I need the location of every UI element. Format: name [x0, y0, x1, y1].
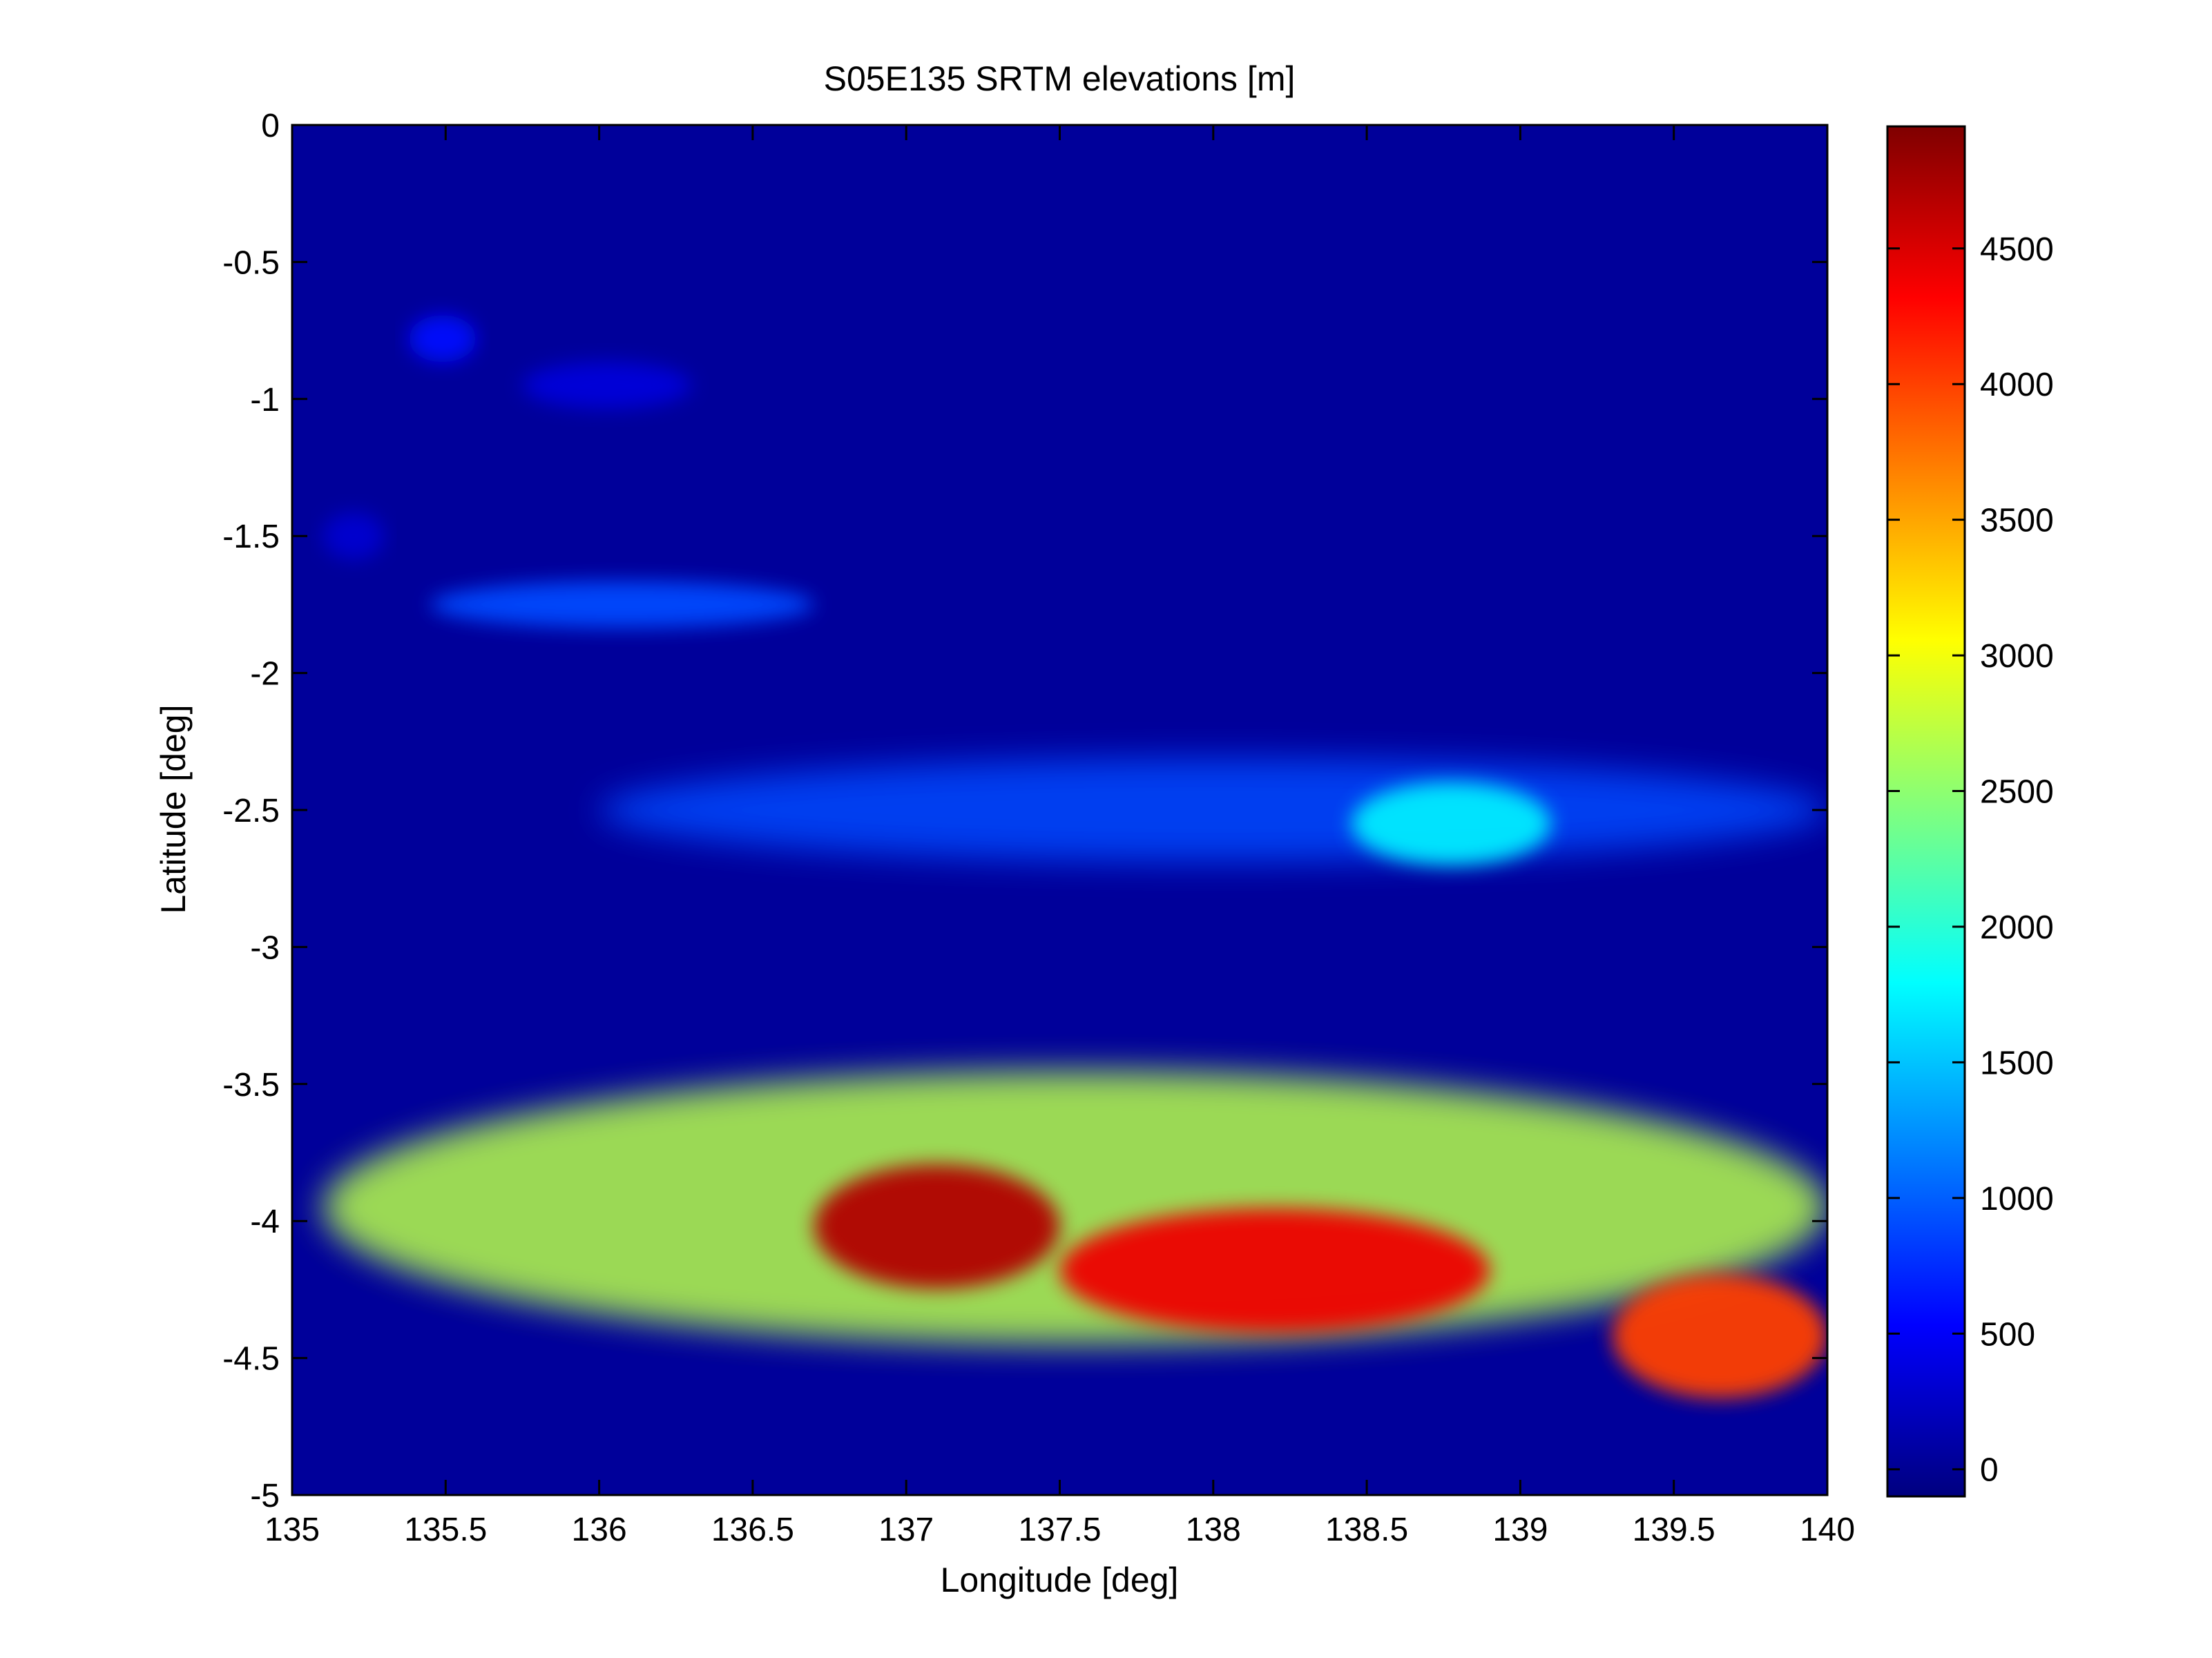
colorbar: 0 500 1000 1500 2000 2500 3000 3500 4000 4500 — [1886, 125, 2054, 1498]
y-tick-label: -0.5 — [222, 244, 280, 281]
terrain-island — [323, 512, 385, 560]
x-tick-label: 135 — [265, 1512, 320, 1548]
y-tick-label: -5 — [250, 1478, 280, 1514]
y-tick-label: -4 — [250, 1204, 280, 1240]
x-axis-label: Longitude [deg] — [941, 1561, 1179, 1599]
colorbar-tick-label: 4000 — [1980, 367, 2054, 403]
y-axis-label: Latitude [deg] — [154, 704, 193, 914]
colorbar-tick-label: 500 — [1980, 1316, 2035, 1353]
x-tick-label: 138.5 — [1325, 1512, 1408, 1548]
y-axis: 0 -0.5 -1 -1.5 -2 -2.5 -3 -3.5 -4 -4.5 -5 — [222, 108, 1827, 1514]
x-tick-label: 138 — [1186, 1512, 1241, 1548]
y-tick-label: -3.5 — [222, 1067, 280, 1103]
terrain-island-ridge — [430, 581, 814, 628]
y-tick-label: -3 — [250, 929, 280, 966]
colorbar-tick-label: 0 — [1980, 1452, 1999, 1489]
y-tick-label: -1 — [250, 382, 280, 418]
terrain-features — [323, 315, 1827, 1398]
colorbar-ticks: 0 500 1000 1500 2000 2500 3000 3500 4000 4500 — [1887, 231, 2054, 1489]
colorbar-tick-label: 2000 — [1980, 909, 2054, 946]
x-tick-label: 136.5 — [711, 1512, 794, 1548]
chart-title: S05E135 SRTM elevations [m] — [824, 59, 1296, 98]
terrain-eastern-peaks — [1612, 1273, 1827, 1398]
x-tick-label: 137.5 — [1018, 1512, 1101, 1548]
y-tick-label: -2.5 — [222, 793, 280, 829]
colorbar-tick-label: 3500 — [1980, 503, 2054, 539]
x-tick-label: 135.5 — [404, 1512, 487, 1548]
x-tick-label: 140 — [1800, 1512, 1855, 1548]
colorbar-tick-label: 3000 — [1980, 638, 2054, 675]
terrain-island — [408, 315, 477, 363]
colorbar-tick-label: 4500 — [1980, 231, 2054, 268]
terrain-main-range — [814, 1164, 1060, 1289]
colorbar-tick-label: 2500 — [1980, 774, 2054, 811]
terrain-main-range — [1059, 1208, 1490, 1333]
y-tick-label: -2 — [250, 656, 280, 693]
x-axis: 135 135.5 136 136.5 137 137.5 138 138.5 139 139.5… — [265, 125, 1855, 1548]
terrain-northern-ranges — [599, 758, 1827, 862]
colorbar-bar — [1886, 125, 1966, 1498]
plot-area — [291, 124, 1829, 1496]
colorbar-tick-label: 1000 — [1980, 1181, 2054, 1217]
terrain-island — [522, 361, 691, 409]
colorbar-tick-label: 1500 — [1980, 1045, 2054, 1081]
x-tick-label: 137 — [878, 1512, 934, 1548]
y-tick-label: -1.5 — [222, 519, 280, 555]
x-tick-label: 136 — [572, 1512, 627, 1548]
y-tick-label: -4.5 — [222, 1341, 280, 1378]
terrain-highlands — [323, 1070, 1827, 1344]
terrain-northern-peak — [1351, 782, 1551, 865]
x-tick-label: 139.5 — [1633, 1512, 1715, 1548]
x-tick-label: 139 — [1492, 1512, 1548, 1548]
y-tick-label: 0 — [261, 108, 280, 144]
